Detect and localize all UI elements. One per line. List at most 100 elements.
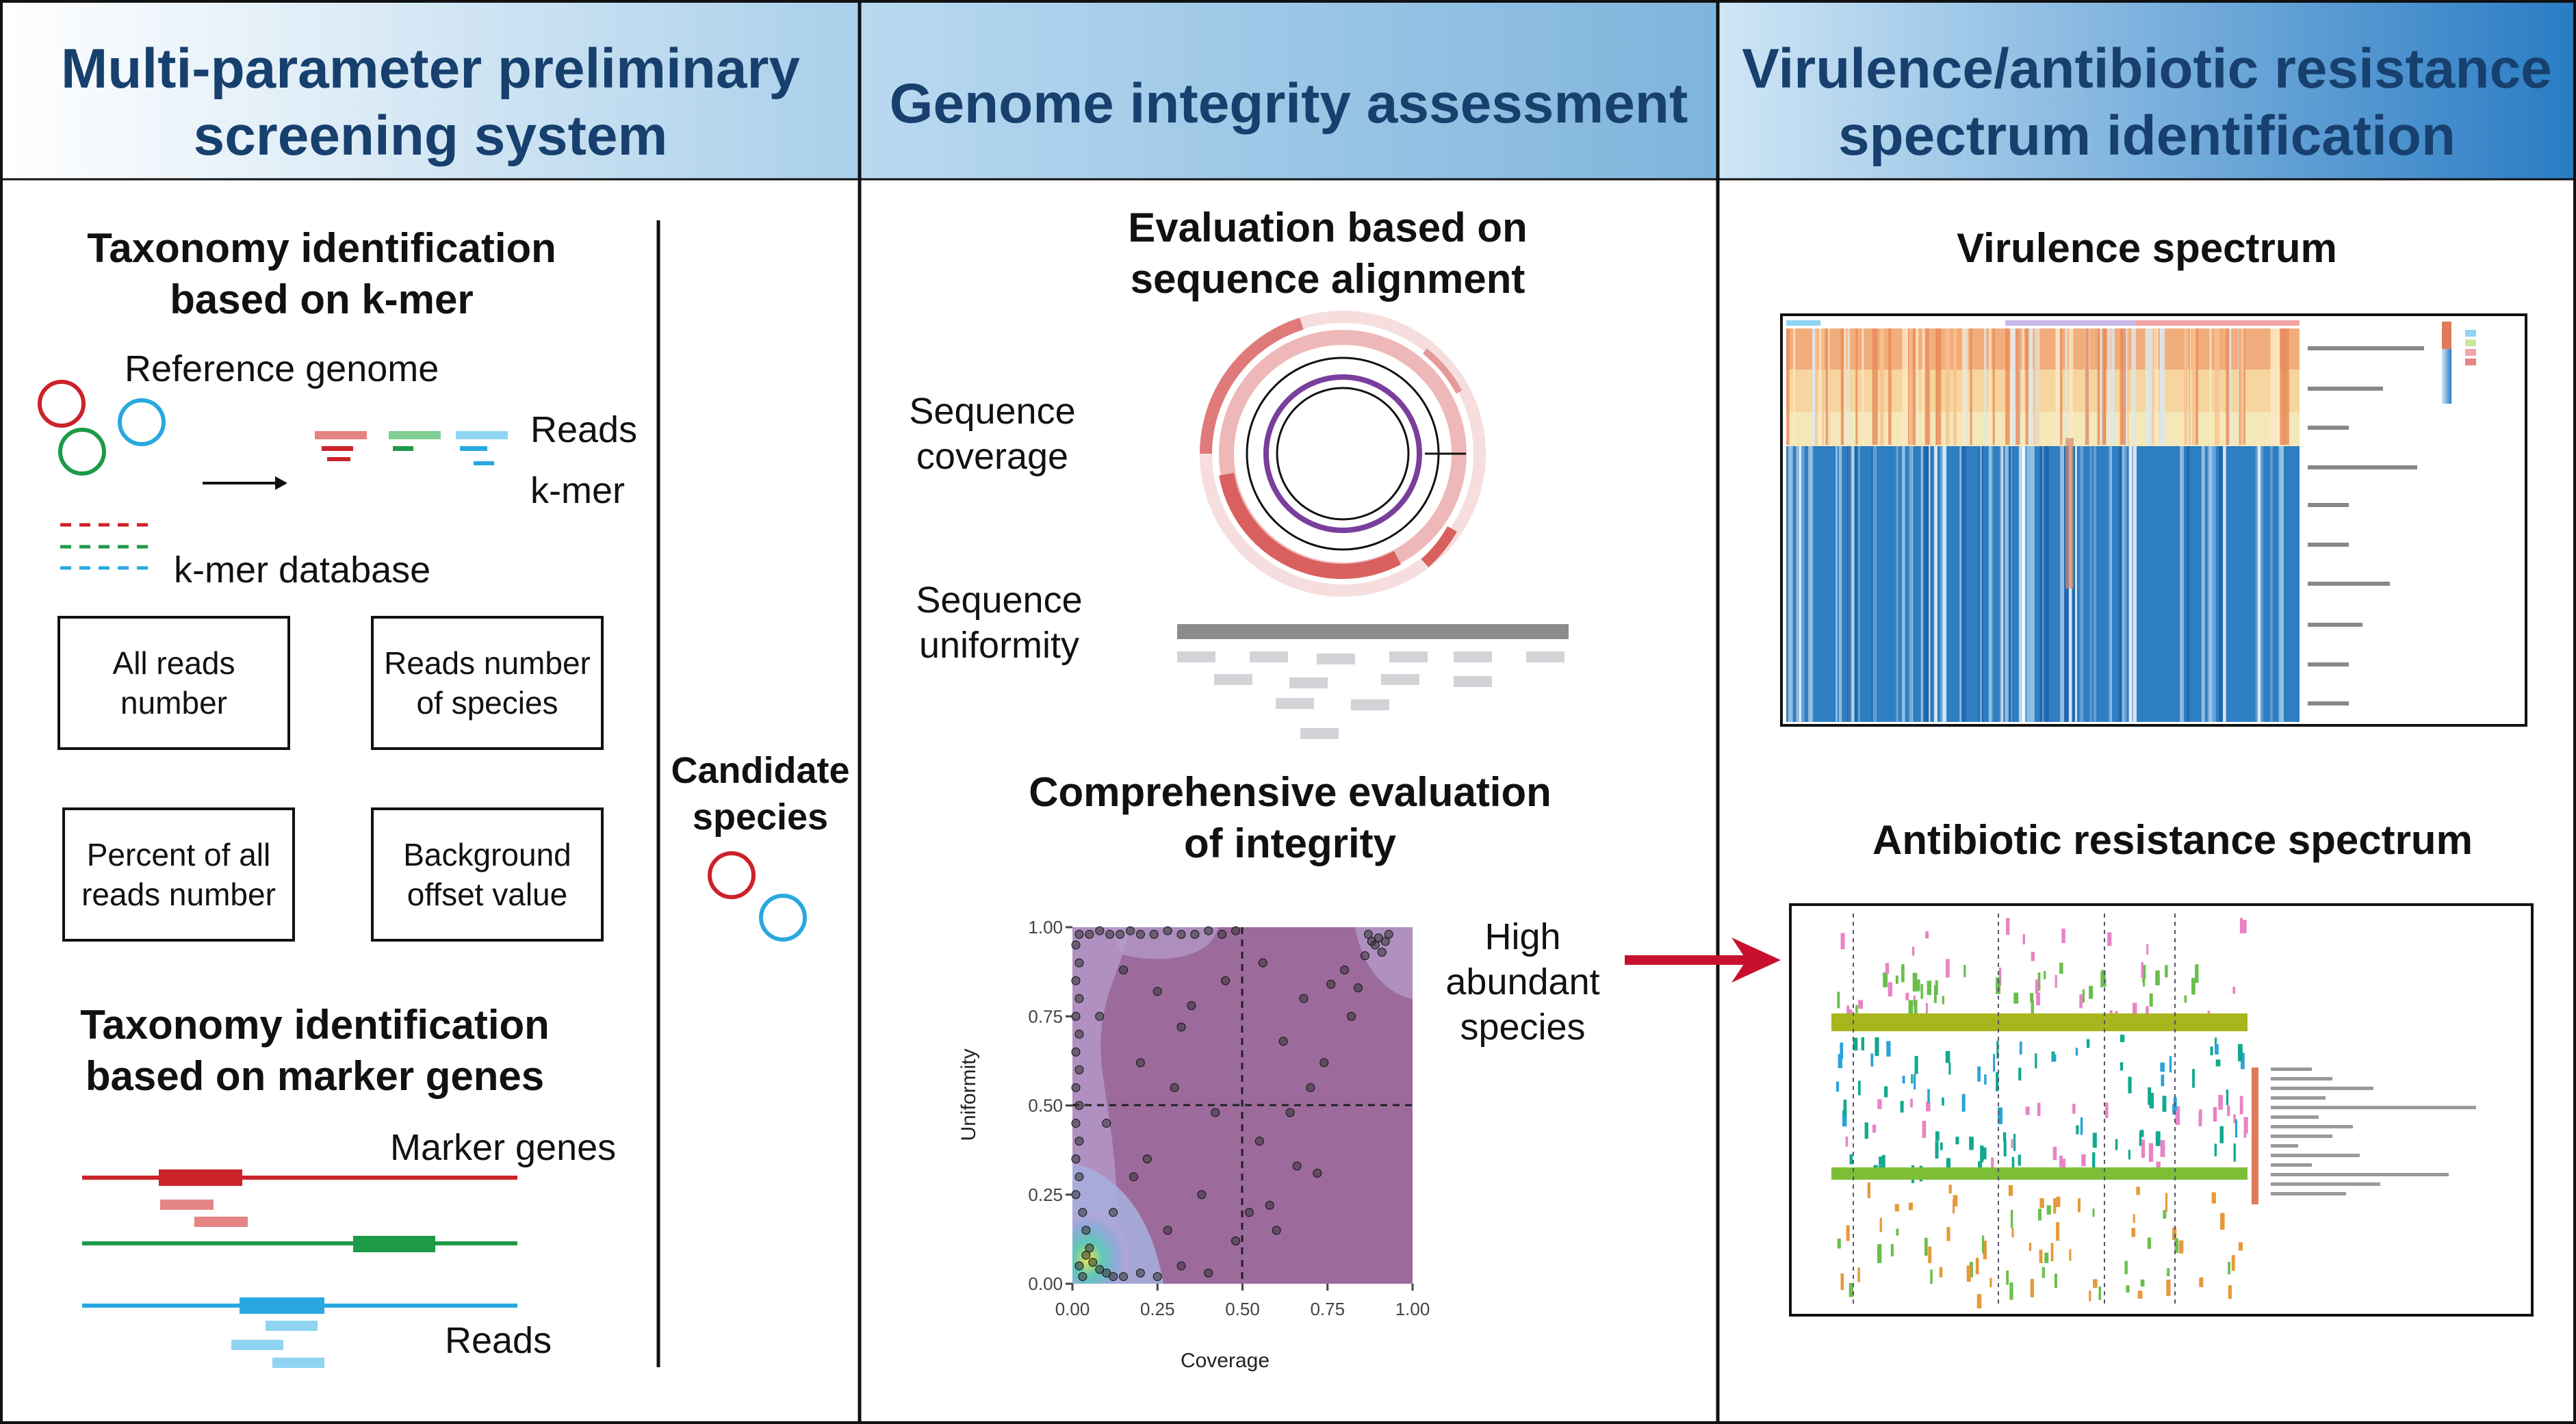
heatmap-stripe (1871, 446, 1873, 722)
resistance-mark (2160, 1062, 2165, 1072)
heatmap-stripe (2089, 446, 2092, 722)
scatter-point (1081, 1250, 1091, 1260)
heatmap-stripe (2255, 446, 2259, 722)
heatmap-stripe (2055, 328, 2061, 445)
x-axis-label: Coverage (1181, 1349, 1270, 1372)
resistance-mark (1925, 931, 1929, 939)
heatmap-stripe (2187, 446, 2189, 722)
heatmap-stripe (2192, 328, 2196, 445)
heatmap-stripe (1920, 446, 1923, 722)
resistance-mark (2214, 1143, 2217, 1156)
heatmap-stripe (2258, 446, 2263, 722)
resistance-mark (1861, 1037, 1865, 1051)
scatter-point (1313, 1168, 1322, 1178)
resistance-mark (2055, 1273, 2058, 1288)
resistance-mark (2233, 1114, 2236, 1124)
heatmap-stripe (2046, 446, 2049, 722)
resistance-heatmap (1789, 903, 2534, 1317)
resistance-mark (2059, 962, 2063, 974)
resistance-mark (2008, 1184, 2013, 1196)
scatter-point (1074, 1029, 1084, 1039)
scatter-point (1109, 1272, 1118, 1282)
resistance-mark (1888, 982, 1893, 997)
resistance-mark (1926, 1102, 1931, 1112)
resistance-mark (1976, 1294, 1982, 1309)
heatmap-stripe (1796, 446, 1799, 722)
resistance-mark (2131, 1228, 2136, 1237)
resistance-mark (2155, 970, 2160, 985)
heatmap-stripe (1872, 328, 1878, 445)
scatter-point (1149, 929, 1159, 939)
y-axis-label: Uniformity (957, 1048, 980, 1141)
heatmap-stripe (1815, 328, 1818, 445)
resistance-mark (2140, 1279, 2145, 1287)
resistance-mark (2165, 1193, 2168, 1213)
heatmap-stripe (2060, 446, 2065, 722)
heatmap-stripes (1786, 328, 2289, 722)
heatmap-stripe (1936, 328, 1942, 445)
resistance-mark (1896, 1228, 1899, 1236)
resistance-mark (1978, 1161, 1983, 1171)
resistance-mark (2037, 1102, 2041, 1116)
resistance-mark (1998, 1107, 2002, 1124)
heatmap-stripe (1942, 446, 1947, 722)
resistance-mark (2128, 1076, 2132, 1093)
scatter-point (1370, 940, 1380, 950)
heatmap-stripe (2026, 446, 2030, 722)
x-tick-label: 0.75 (1310, 1299, 1345, 1319)
resistance-mark (1911, 946, 1915, 956)
heatmap-stripe (1912, 328, 1916, 445)
heatmap-stripe (2030, 446, 2035, 722)
scatter-point (1347, 1011, 1356, 1021)
marker-reads-label: Reads (445, 1320, 552, 1361)
resistance-mark (2002, 1132, 2007, 1142)
scatter-point (1078, 1208, 1087, 1217)
heatmap-stripe (1825, 328, 1830, 445)
heatmap-stripe (2085, 328, 2089, 445)
y-tick-label: 0.25 (1028, 1184, 1063, 1205)
scatter-point (1197, 1190, 1207, 1200)
resistance-mark (1982, 1147, 1987, 1160)
kmer-label: k-mer (530, 470, 625, 511)
resistance-mark (2080, 1117, 2083, 1135)
resistance-mark (2191, 978, 2195, 995)
scatter-point (1085, 929, 1094, 939)
virulence-heatmap (1780, 313, 2527, 727)
integrity-scatter-plot: 0.00 0.25 0.50 0.75 1.00 0.00 0.25 0.50 0.75 1.0… (957, 917, 1430, 1372)
high-abundant-species-label: High abundant species (1445, 916, 1600, 1048)
resistance-mark (1837, 992, 1840, 1009)
resistance-mark (2165, 965, 2168, 978)
heatmap-stripe (1901, 446, 1905, 722)
scatter-point (1071, 976, 1081, 985)
resistance-mark (2139, 1132, 2142, 1146)
y-tick-label: 0.75 (1028, 1006, 1063, 1026)
resistance-mark (1910, 1098, 1913, 1108)
resistance-mark (1922, 1120, 1927, 1139)
heatmap-stripe (2208, 446, 2214, 722)
heatmap-stripe (2195, 328, 2199, 445)
resistance-mark (2093, 1279, 2098, 1289)
heatmap-stripe (1909, 446, 1913, 722)
heatmap-stripe (1935, 328, 1937, 445)
resistance-mark (2184, 995, 2187, 1003)
resistance-mark (1846, 1225, 1850, 1241)
resistance-mark (1912, 972, 1918, 992)
heatmap-stripe (2131, 328, 2136, 445)
resistance-mark (2175, 1106, 2180, 1126)
resistance-mark (2006, 1270, 2009, 1285)
resistance-mark (1993, 1054, 1996, 1072)
scatter-point (1187, 1001, 1196, 1011)
scatter-point (1116, 929, 1125, 939)
resistance-mark (2220, 1213, 2225, 1230)
resistance-mark (2086, 1039, 2090, 1048)
scatter-point (1102, 1119, 1111, 1128)
resistance-mark (2011, 1139, 2013, 1148)
resistance-mark (2162, 1096, 2167, 1112)
resistance-mark (2167, 1268, 2170, 1276)
scatter-point (1135, 1058, 1145, 1067)
resistance-mark (1916, 979, 1920, 992)
heatmap-stripe (2025, 328, 2028, 445)
resistance-mark (2237, 1044, 2243, 1062)
resistance-mark (2089, 985, 2094, 999)
x-tick-label: 0.50 (1225, 1299, 1260, 1319)
